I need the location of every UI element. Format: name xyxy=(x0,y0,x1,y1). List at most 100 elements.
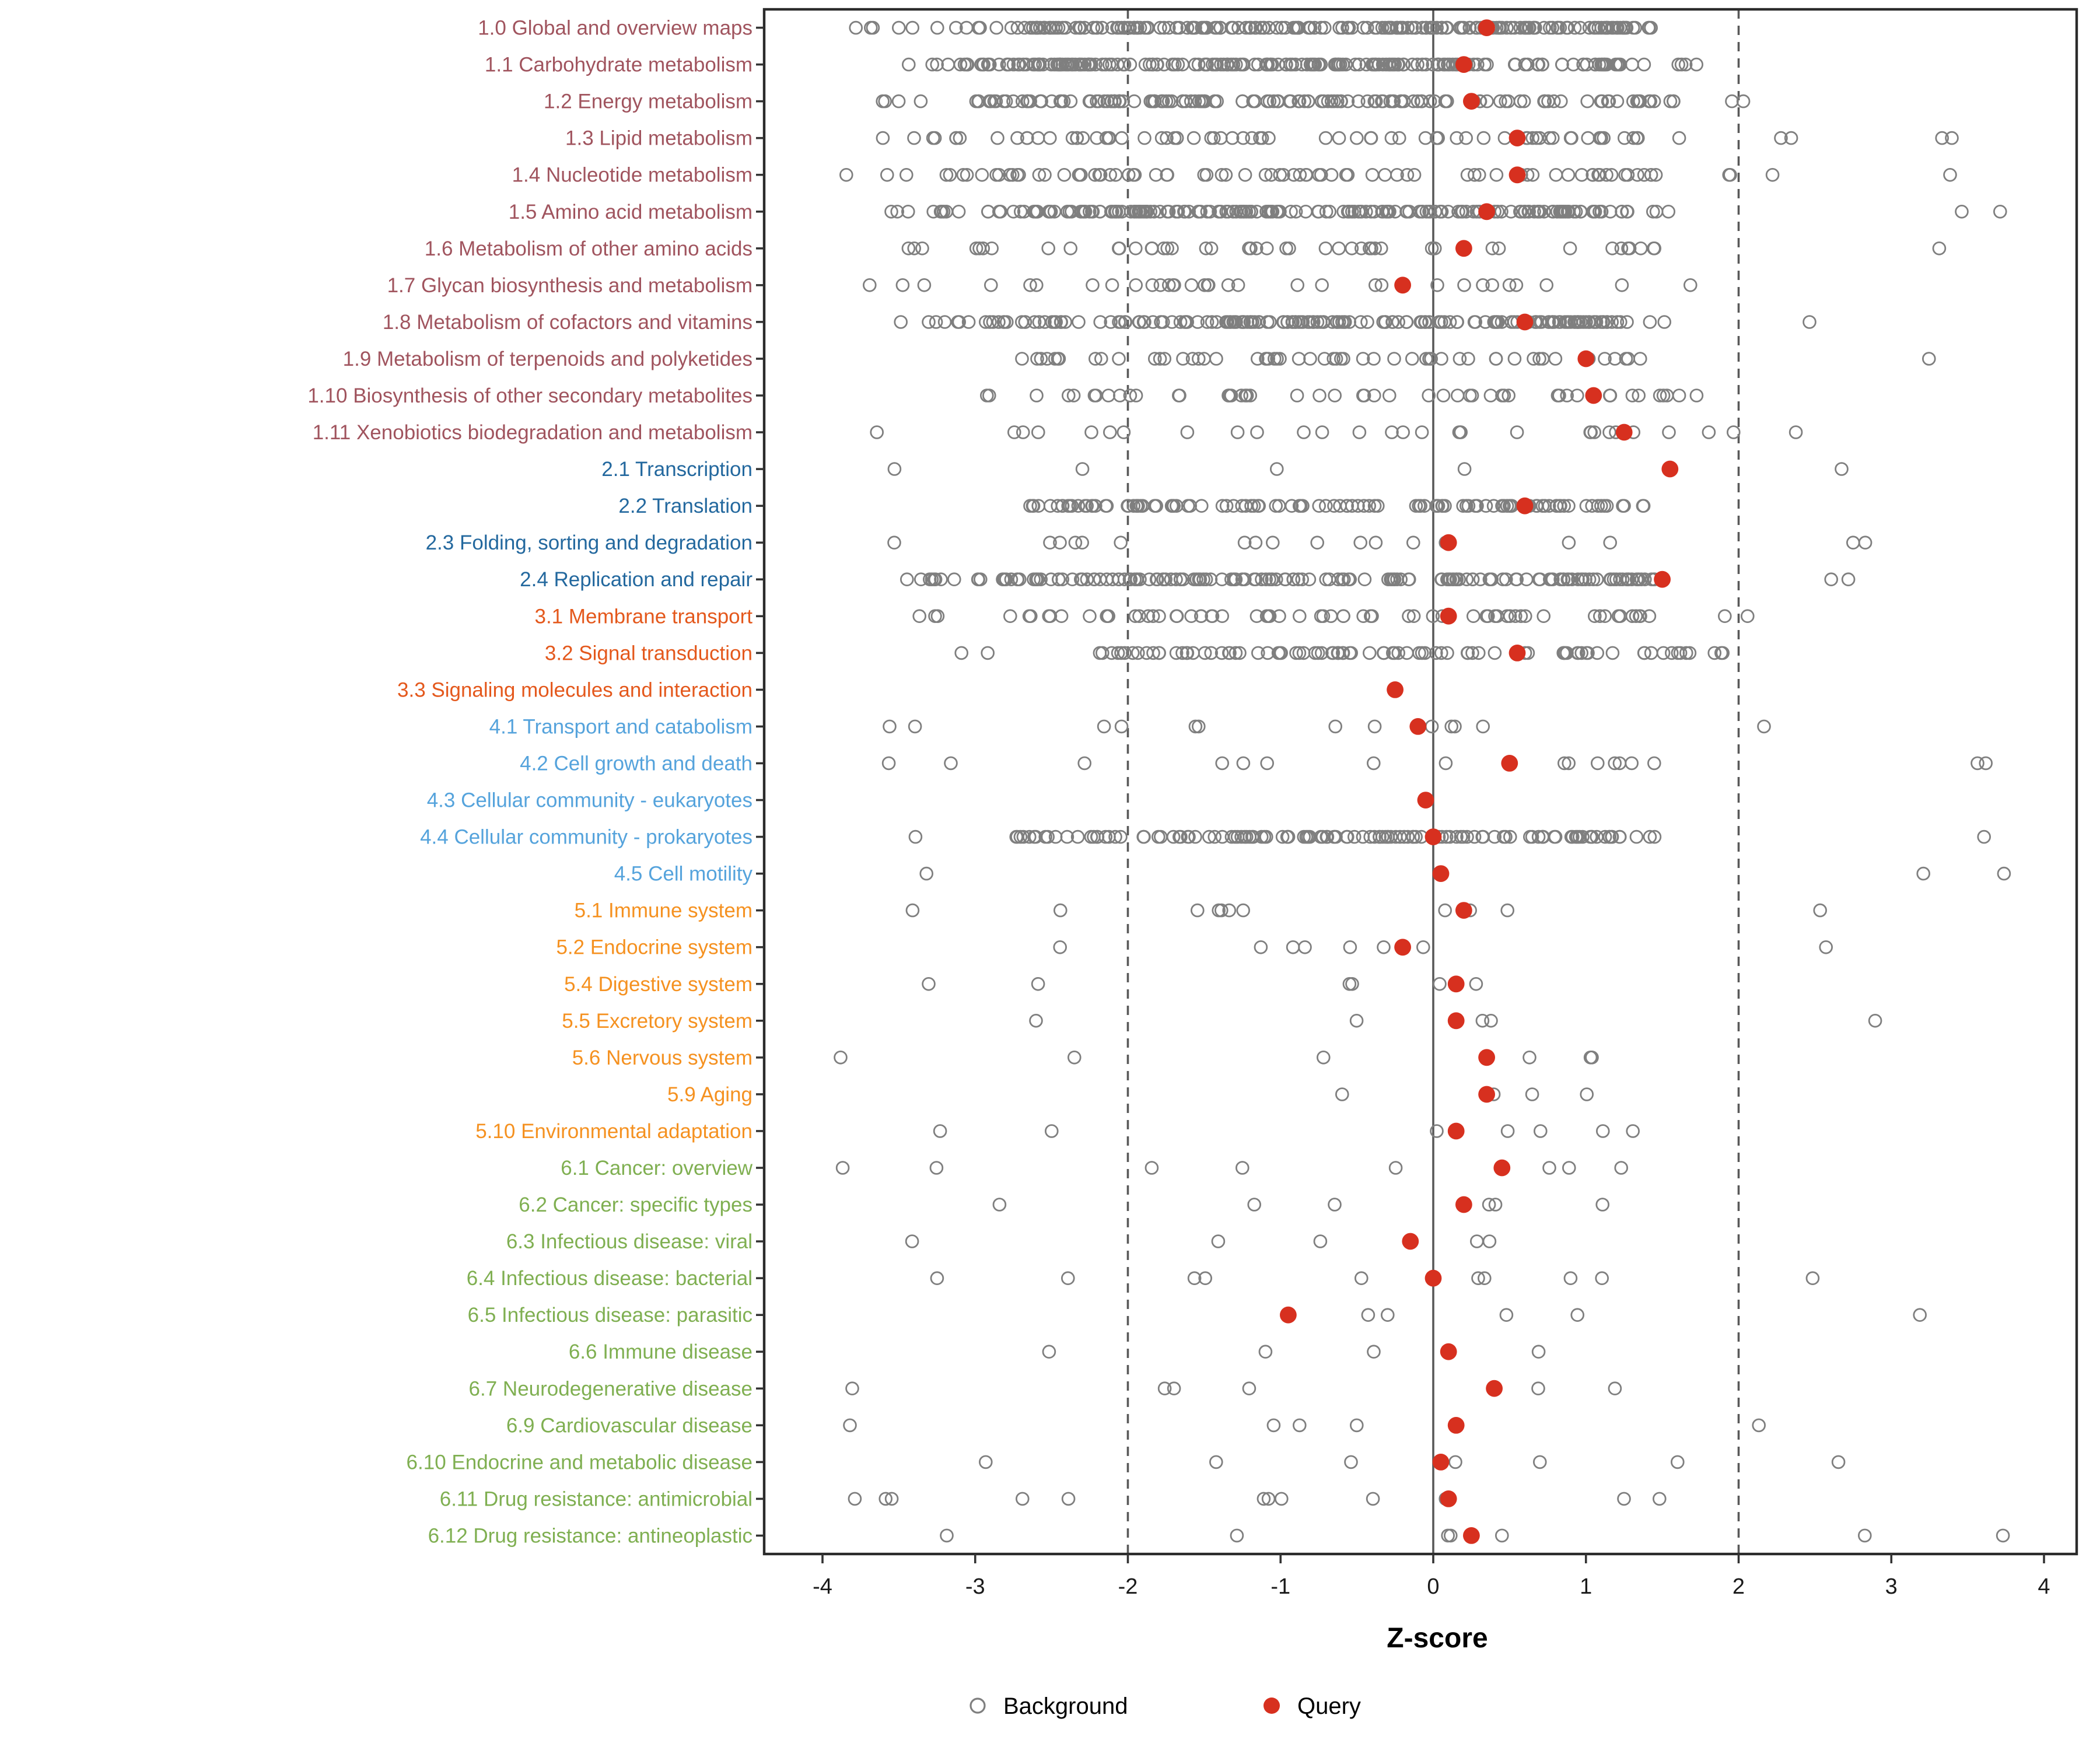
background-point xyxy=(1409,499,1423,513)
background-point xyxy=(1082,94,1097,108)
x-tick-label: -2 xyxy=(1118,1574,1138,1599)
background-point xyxy=(992,204,1006,219)
background-point xyxy=(1044,20,1058,35)
background-point xyxy=(1239,20,1253,35)
background-point xyxy=(1000,315,1014,329)
background-point xyxy=(1602,94,1616,108)
background-point xyxy=(1443,830,1457,844)
background-point xyxy=(1316,315,1331,329)
background-point xyxy=(939,167,954,182)
background-point xyxy=(1472,646,1486,660)
background-point xyxy=(1215,756,1230,771)
query-point xyxy=(1447,1012,1465,1030)
background-point xyxy=(1112,241,1126,256)
background-point xyxy=(1629,609,1643,623)
background-point xyxy=(1088,167,1102,182)
category-label: 3.3 Signaling molecules and interaction xyxy=(397,678,752,701)
background-point xyxy=(1567,315,1581,329)
background-point xyxy=(1265,57,1279,72)
background-point xyxy=(1171,204,1185,219)
background-point xyxy=(1328,388,1342,402)
background-point xyxy=(1584,425,1598,439)
background-point xyxy=(1662,425,1676,439)
background-point xyxy=(1065,131,1080,145)
background-point xyxy=(1619,352,1633,366)
background-point xyxy=(1085,499,1099,513)
background-point xyxy=(1132,609,1146,623)
background-point xyxy=(1478,315,1493,329)
background-point xyxy=(1016,1492,1030,1506)
background-point xyxy=(1451,204,1465,219)
background-point xyxy=(1476,830,1490,844)
background-point xyxy=(1765,167,1780,182)
background-point xyxy=(1518,609,1532,623)
background-point xyxy=(1476,278,1490,292)
background-point xyxy=(1585,830,1599,844)
background-point xyxy=(983,57,997,72)
background-point xyxy=(901,241,916,256)
background-point xyxy=(1205,315,1219,329)
background-point xyxy=(1295,572,1310,586)
background-point xyxy=(1592,131,1607,145)
background-point xyxy=(1595,94,1609,108)
background-point xyxy=(949,20,963,35)
background-point xyxy=(1336,609,1350,623)
background-point xyxy=(1310,315,1325,329)
background-point xyxy=(1406,830,1420,844)
background-point xyxy=(1553,315,1567,329)
background-point xyxy=(1562,1161,1576,1175)
background-point xyxy=(1286,315,1300,329)
background-point xyxy=(1368,278,1382,292)
background-point xyxy=(1971,756,1985,771)
background-point xyxy=(1112,315,1126,329)
background-point xyxy=(1567,20,1582,35)
background-point xyxy=(1261,315,1275,329)
background-point xyxy=(1405,352,1419,366)
background-point xyxy=(1547,94,1561,108)
background-point xyxy=(1054,903,1068,918)
background-point xyxy=(1603,204,1618,219)
background-point xyxy=(1007,425,1021,439)
background-point xyxy=(1147,204,1161,219)
background-point xyxy=(905,1234,919,1248)
background-point xyxy=(1104,94,1118,108)
background-point xyxy=(1600,315,1614,329)
background-point xyxy=(1275,1492,1289,1506)
category-label: 6.2 Cancer: specific types xyxy=(519,1194,752,1216)
background-point xyxy=(1438,756,1453,771)
background-point xyxy=(1203,572,1218,586)
query-point xyxy=(1478,1086,1496,1103)
background-point xyxy=(1072,315,1086,329)
background-point xyxy=(1595,1271,1609,1286)
background-point xyxy=(887,536,901,550)
background-point xyxy=(1587,20,1601,35)
background-point xyxy=(1174,830,1188,844)
background-point xyxy=(1101,609,1115,623)
background-point xyxy=(1588,609,1602,623)
background-point xyxy=(1236,57,1250,72)
background-point xyxy=(1233,646,1247,660)
category-label: 1.11 Xenobiotics biodegradation and meta… xyxy=(313,421,752,444)
background-point xyxy=(1679,646,1693,660)
background-point xyxy=(1368,57,1382,72)
background-point xyxy=(1424,352,1438,366)
background-point xyxy=(1620,167,1635,182)
background-point xyxy=(1202,278,1216,292)
background-point xyxy=(1073,20,1087,35)
background-point xyxy=(1625,756,1639,771)
background-point xyxy=(1352,94,1366,108)
background-point xyxy=(1172,388,1186,402)
background-point xyxy=(1367,719,1382,734)
background-point xyxy=(1003,609,1017,623)
background-point xyxy=(1461,499,1476,513)
background-point xyxy=(1231,278,1245,292)
background-point xyxy=(1385,425,1399,439)
background-point xyxy=(1429,499,1443,513)
background-point xyxy=(1335,20,1349,35)
background-point xyxy=(1198,278,1212,292)
background-point xyxy=(1480,57,1494,72)
background-point xyxy=(1531,1345,1546,1359)
background-point xyxy=(1230,1528,1244,1543)
background-point xyxy=(1805,1271,1820,1286)
background-point xyxy=(1111,57,1125,72)
